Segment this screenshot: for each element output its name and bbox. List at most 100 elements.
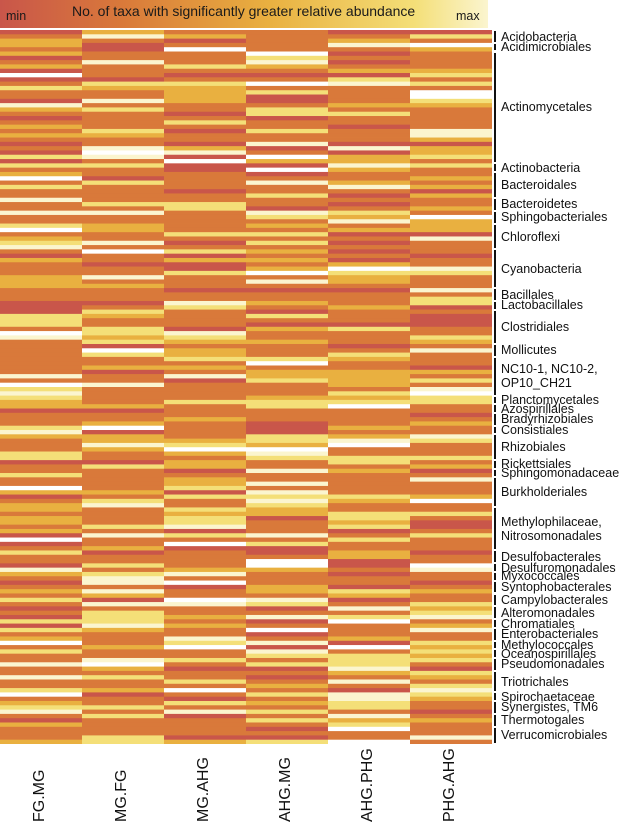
heatmap-cell <box>82 137 164 143</box>
clade-label: Oceanospirillales <box>501 646 597 661</box>
heatmap-cell <box>82 305 164 310</box>
heatmap-cell <box>410 369 492 375</box>
heatmap-cell <box>328 348 410 353</box>
heatmap-cell <box>246 559 328 564</box>
heatmap-cell <box>164 206 246 212</box>
heatmap-cell <box>410 331 492 336</box>
heatmap-cell <box>82 619 164 624</box>
heatmap-cell <box>246 60 328 65</box>
heatmap-cell <box>82 116 164 121</box>
heatmap-cell <box>82 421 164 427</box>
heatmap-cell <box>246 640 328 646</box>
heatmap-cell <box>0 60 82 65</box>
heatmap-cell <box>410 387 492 392</box>
clade-label: Planctomycetales <box>501 392 599 407</box>
heatmap-cell <box>164 632 246 637</box>
heatmap-cell <box>164 408 246 414</box>
heatmap-cell <box>246 576 328 581</box>
heatmap-cell <box>0 184 82 190</box>
heatmap-cell <box>0 679 82 685</box>
heatmap-cell <box>82 692 164 698</box>
heatmap-cell <box>82 464 164 470</box>
heatmap-cell <box>328 73 410 78</box>
heatmap-cell <box>328 528 410 534</box>
heatmap-cell <box>164 193 246 199</box>
heatmap-cell <box>164 60 246 65</box>
heatmap-cell <box>0 657 82 663</box>
heatmap-cell <box>246 546 328 551</box>
heatmap-cell <box>82 399 164 405</box>
heatmap-cell <box>164 653 246 659</box>
heatmap-cell <box>410 696 492 702</box>
heatmap-cell <box>410 636 492 642</box>
clade-bracket <box>494 551 496 563</box>
heatmap-cell <box>410 666 492 672</box>
heatmap-cell <box>410 171 492 177</box>
heatmap-cell <box>82 47 164 52</box>
heatmap-cell <box>164 266 246 272</box>
heatmap-cell <box>246 567 328 573</box>
heatmap-cell <box>0 266 82 272</box>
heatmap-cell <box>328 520 410 526</box>
heatmap-cell <box>0 369 82 375</box>
heatmap-cell <box>0 610 82 616</box>
heatmap-cell <box>0 713 82 719</box>
clade-bracket <box>494 573 496 580</box>
heatmap-cell <box>328 249 410 255</box>
heatmap-cell <box>246 412 328 418</box>
heatmap-cell <box>410 563 492 569</box>
heatmap-cell <box>246 184 328 190</box>
heatmap-cell <box>246 597 328 603</box>
heatmap-cell <box>82 318 164 323</box>
heatmap-cell <box>0 103 82 108</box>
heatmap-cell <box>164 292 246 298</box>
heatmap-cell <box>82 559 164 564</box>
heatmap-cell <box>328 387 410 392</box>
heatmap-cell <box>410 726 492 732</box>
heatmap-cell <box>410 533 492 538</box>
heatmap-cell <box>0 614 82 620</box>
heatmap-cell <box>164 645 246 650</box>
heatmap-cell <box>0 30 82 35</box>
heatmap-cell <box>0 326 82 332</box>
heatmap-cell <box>410 623 492 629</box>
heatmap-cell <box>0 279 82 285</box>
heatmap-cell <box>164 111 246 117</box>
heatmap-cell <box>82 688 164 693</box>
heatmap-cell <box>164 464 246 470</box>
heatmap-cell <box>0 249 82 255</box>
heatmap-cell <box>0 335 82 341</box>
heatmap-cell <box>246 430 328 435</box>
heatmap-cell <box>410 632 492 637</box>
heatmap-cell <box>164 442 246 448</box>
heatmap-cell <box>82 507 164 513</box>
clade-bracket <box>494 641 496 649</box>
clade-bracket <box>494 469 496 477</box>
heatmap-cell <box>246 137 328 143</box>
heatmap-cell <box>328 223 410 229</box>
heatmap-cell <box>164 399 246 405</box>
heatmap-cell <box>0 352 82 358</box>
heatmap-cell <box>246 481 328 487</box>
heatmap-cell <box>0 516 82 521</box>
heatmap-cell <box>0 546 82 551</box>
heatmap-cell <box>410 219 492 224</box>
heatmap-cell <box>410 309 492 315</box>
heatmap-cell <box>246 718 328 723</box>
clade-bracket <box>494 594 496 606</box>
heatmap-cell <box>164 606 246 612</box>
heatmap-cell <box>164 455 246 461</box>
heatmap-cell <box>0 649 82 655</box>
heatmap-cell <box>164 554 246 560</box>
heatmap-cell <box>328 262 410 267</box>
heatmap-cell <box>328 68 410 74</box>
heatmap-cell <box>328 176 410 181</box>
heatmap-cell <box>82 150 164 156</box>
heatmap-cell <box>82 197 164 203</box>
heatmap-cell <box>246 214 328 220</box>
heatmap-cell <box>410 473 492 478</box>
heatmap-cell <box>164 300 246 306</box>
heatmap-cell <box>0 94 82 100</box>
heatmap-cell <box>246 111 328 117</box>
heatmap-cell <box>164 167 246 173</box>
